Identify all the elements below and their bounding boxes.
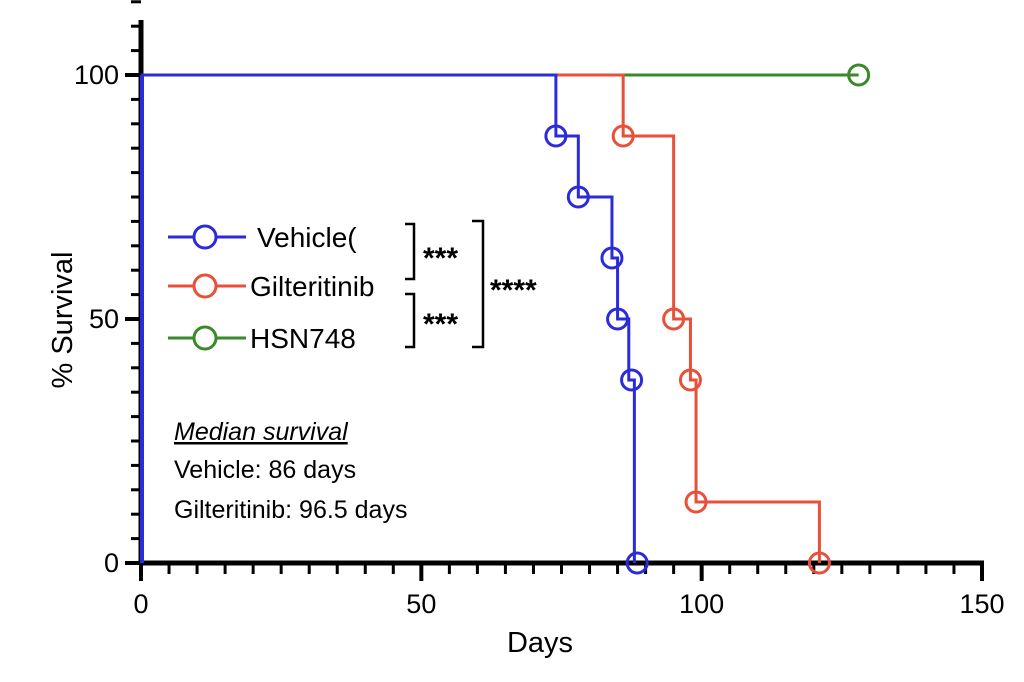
legend: Vehicle( Gilteritinib HSN748: [168, 222, 374, 354]
series-vehicle: [141, 73, 649, 575]
censor-marker: [625, 551, 649, 575]
x-tick-label: 0: [133, 589, 148, 619]
censor-marker: [544, 124, 568, 148]
censor-marker: [684, 490, 708, 514]
censor-marker: [566, 185, 590, 209]
bracket-gilteritinib-hsn748: [405, 292, 416, 349]
x-tick-label: 150: [959, 589, 1004, 619]
legend-item: HSN748: [168, 323, 356, 354]
legend-label: Vehicle(: [257, 222, 357, 253]
x-tick-label: 100: [679, 589, 724, 619]
censor-marker: [662, 307, 686, 331]
median-vehicle: Vehicle: 86 days: [174, 456, 356, 484]
legend-item: Gilteritinib: [168, 271, 374, 302]
censor-marker: [678, 368, 702, 392]
legend-label: HSN748: [250, 323, 356, 354]
y-tick-label: 100: [74, 60, 119, 90]
bracket-vehicle-hsn748: [472, 219, 485, 349]
significance-stars-3: ****: [490, 274, 537, 307]
y-tick-label: 0: [104, 548, 119, 578]
censor-marker: [807, 551, 831, 575]
censor-marker: [606, 307, 630, 331]
bracket-vehicle-gilteritinib: [405, 222, 416, 281]
legend-label: Gilteritinib: [250, 271, 374, 302]
series-gilteritinib: [141, 73, 831, 575]
legend-item: Vehicle(: [168, 222, 357, 253]
significance-stars-2: ***: [423, 308, 458, 341]
x-tick-label: 50: [406, 589, 436, 619]
axes: 0 50 100 0 50 100 150: [74, 0, 1005, 619]
legend-marker: [192, 325, 218, 351]
median-survival-box: Median survival Vehicle: 86 days Gilteri…: [174, 418, 407, 524]
significance-stars-1: ***: [423, 242, 458, 275]
legend-marker: [192, 224, 218, 250]
y-axis-title: % Survival: [47, 252, 79, 389]
significance-brackets: **********: [405, 219, 537, 349]
y-tick-label: 50: [89, 304, 119, 334]
median-gilteritinib: Gilteritinib: 96.5 days: [174, 496, 407, 524]
survival-curve: [141, 73, 821, 563]
series-layer: [140, 63, 871, 575]
median-survival-title: Median survival: [174, 418, 349, 446]
censor-marker: [611, 124, 635, 148]
survival-curve: [141, 73, 636, 563]
censor-marker: [620, 368, 644, 392]
censor-marker: [600, 246, 624, 270]
censor-marker: [847, 63, 871, 87]
legend-marker: [192, 273, 218, 299]
x-axis-title: Days: [507, 627, 573, 659]
